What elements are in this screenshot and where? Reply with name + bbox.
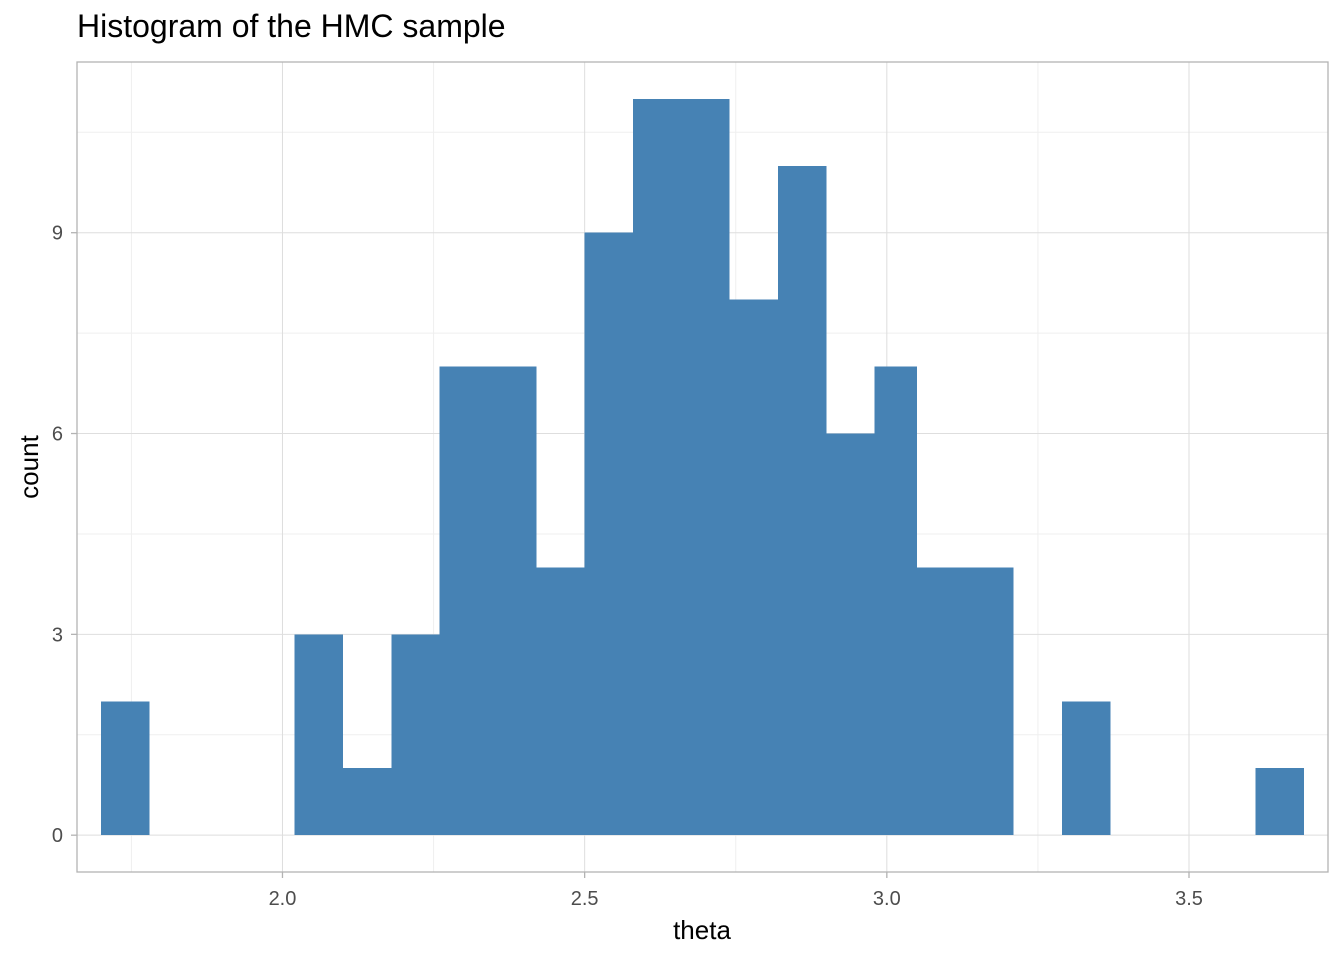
chart-title: Histogram of the HMC sample (77, 8, 506, 44)
y-axis-title: count (14, 434, 44, 498)
histogram-bar (826, 433, 875, 836)
histogram-bar (487, 366, 537, 836)
y-tick-label: 9 (52, 223, 63, 245)
y-tick-label: 6 (52, 424, 63, 446)
y-tick-label: 0 (52, 825, 63, 847)
x-axis-ticks: 2.0 2.5 3.0 3.5 (269, 872, 1203, 910)
x-tick-label: 3.0 (873, 888, 901, 910)
histogram-bar (1062, 701, 1111, 836)
panel-border (76, 61, 1329, 873)
x-tick-label: 2.5 (571, 888, 599, 910)
y-axis-ticks: 0 3 6 9 (52, 223, 77, 847)
histogram-bar (1255, 768, 1304, 836)
y-tick-label: 3 (52, 624, 63, 646)
histogram-bar (778, 165, 827, 836)
histogram-bar (633, 98, 682, 836)
x-axis-title: theta (673, 915, 731, 945)
histogram-bar (536, 567, 585, 836)
histogram-bar (874, 366, 918, 836)
bars-layer (101, 98, 1304, 836)
histogram-bar (294, 634, 343, 836)
histogram-bar (681, 98, 730, 836)
histogram-bar (391, 634, 440, 836)
histogram-bar (584, 232, 633, 836)
histogram-bar (342, 768, 392, 836)
histogram-bar (729, 299, 779, 836)
x-tick-label: 3.5 (1175, 888, 1203, 910)
histogram-bar (917, 567, 966, 836)
histogram-bar (101, 701, 150, 836)
histogram-bar (965, 567, 1014, 836)
x-tick-label: 2.0 (269, 888, 297, 910)
histogram-bar (439, 366, 488, 836)
